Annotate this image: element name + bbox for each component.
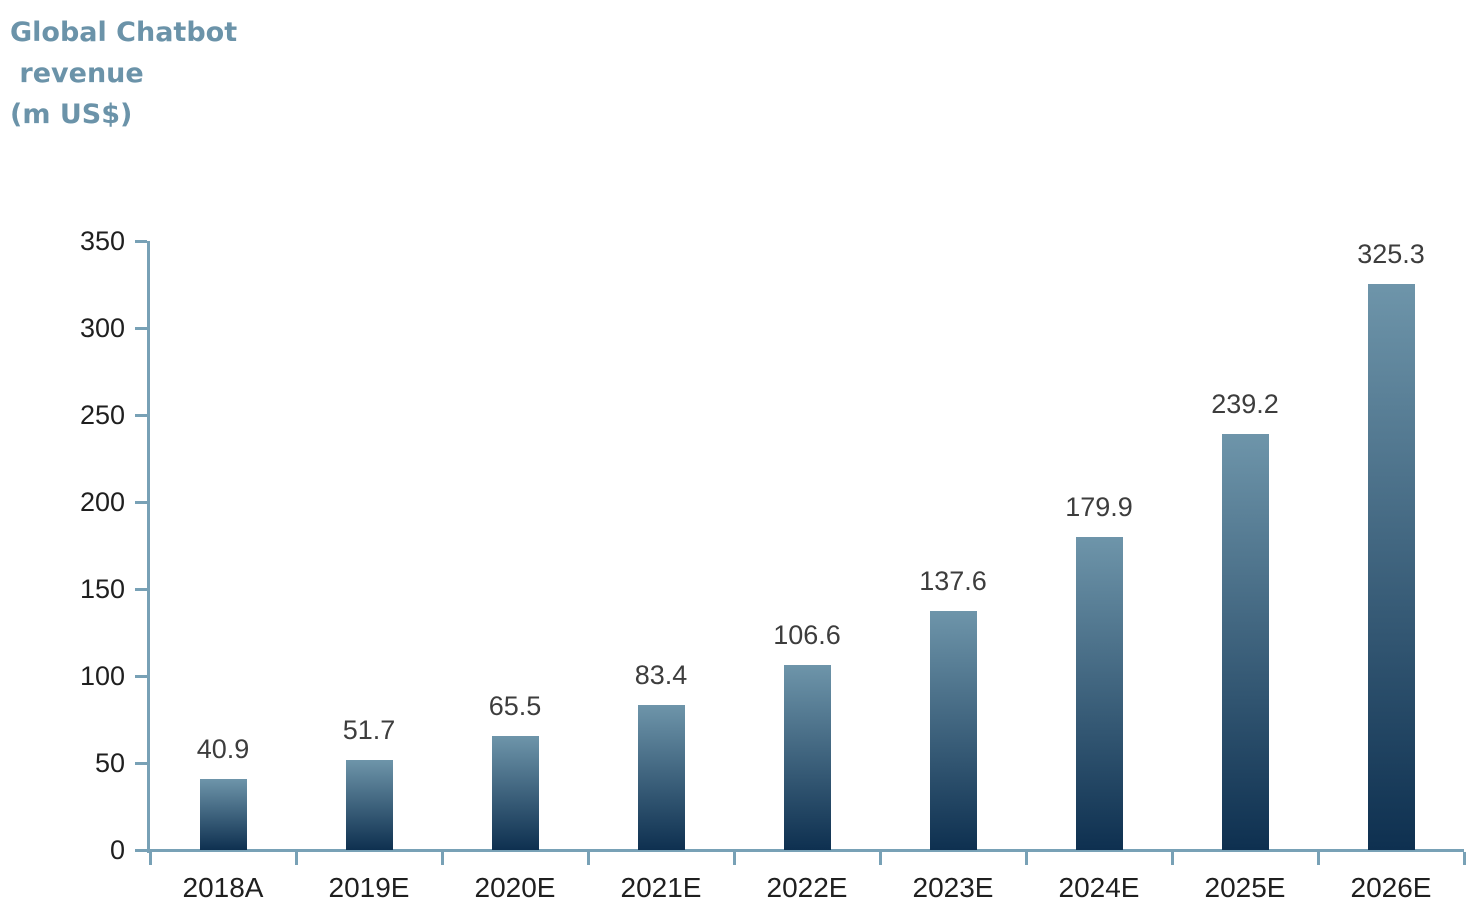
- y-axis-tick: [135, 674, 147, 678]
- bar: [345, 760, 393, 850]
- bar: [929, 610, 977, 850]
- bar: [199, 778, 247, 850]
- bar-value-label: 137.6: [919, 565, 987, 596]
- y-axis-line: [147, 241, 150, 853]
- x-axis-tick-label: 2024E: [1058, 872, 1140, 903]
- y-axis-tick: [135, 500, 147, 504]
- bar-value-label: 65.5: [488, 691, 542, 722]
- y-axis-tick-label: 350: [79, 226, 125, 256]
- x-axis-tick: [1170, 852, 1174, 865]
- y-axis-tick-label: 0: [109, 835, 125, 865]
- x-axis-tick-label: 2021E: [620, 872, 702, 903]
- x-axis-tick-label: 2022E: [766, 872, 848, 903]
- x-axis-tick: [586, 852, 590, 865]
- x-axis-tick-label: 2020E: [474, 872, 556, 903]
- bar-value-label: 83.4: [634, 659, 688, 690]
- bar: [1221, 433, 1269, 850]
- x-axis-tick: [440, 852, 444, 865]
- chart-title: Global Chatbot revenue (m US$): [10, 17, 238, 130]
- x-axis-tick: [294, 852, 298, 865]
- bar: [491, 736, 539, 850]
- x-axis-tick-label: 2019E: [328, 872, 410, 903]
- y-axis-tick: [135, 587, 147, 591]
- bar-value-label: 325.3: [1357, 238, 1425, 269]
- x-axis-tick: [148, 852, 152, 865]
- y-axis-tick-label: 150: [79, 574, 125, 604]
- x-axis-line: [147, 849, 1464, 852]
- x-axis-tick: [1316, 852, 1320, 865]
- y-axis-tick-label: 200: [79, 487, 125, 517]
- bar-value-label: 40.9: [196, 733, 250, 764]
- y-axis-tick-label: 100: [79, 661, 125, 691]
- x-axis-tick-label: 2026E: [1350, 872, 1432, 903]
- bar-value-label: 239.2: [1211, 388, 1279, 419]
- bar: [637, 704, 685, 850]
- y-axis-tick-label: 50: [94, 748, 125, 778]
- plot-area: 0 50 100 150 200 250 300 350 40.9 2018A 51.7 2019E 6…: [80, 226, 1466, 903]
- x-axis-tick: [1024, 852, 1028, 865]
- bar: [783, 664, 831, 850]
- y-axis-tick-label: 250: [79, 400, 125, 430]
- y-axis-tick: [135, 239, 147, 243]
- bar-value-label: 179.9: [1065, 491, 1133, 522]
- bar: [1367, 283, 1415, 850]
- y-axis-tick: [135, 413, 147, 417]
- y-axis-tick-label: 300: [79, 313, 125, 343]
- bar-value-label: 51.7: [342, 715, 396, 746]
- y-axis-tick: [135, 326, 147, 330]
- x-axis-tick: [878, 852, 882, 865]
- x-axis-tick: [732, 852, 736, 865]
- y-axis-tick: [135, 761, 147, 765]
- x-axis-tick: [1462, 852, 1466, 865]
- x-axis-tick-label: 2023E: [912, 872, 994, 903]
- x-axis-tick-label: 2025E: [1204, 872, 1286, 903]
- bar: [1075, 536, 1123, 850]
- bar-value-label: 106.6: [773, 619, 841, 650]
- x-axis-tick-label: 2018A: [182, 872, 264, 903]
- y-axis-tick: [135, 848, 147, 852]
